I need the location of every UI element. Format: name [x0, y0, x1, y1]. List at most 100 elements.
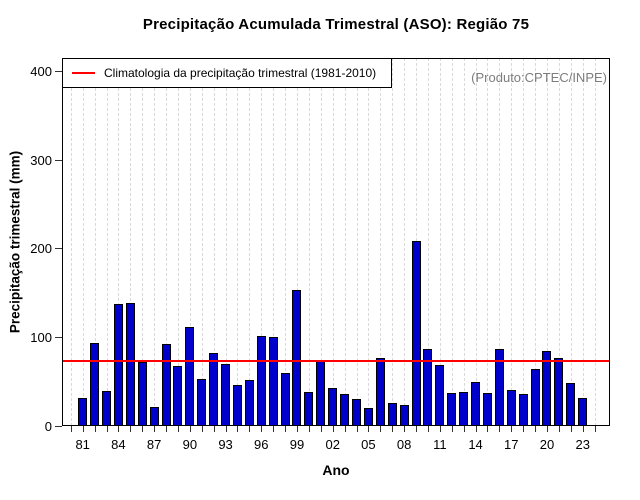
- x-tick: [273, 426, 275, 432]
- bar-2009: [411, 241, 421, 426]
- x-tick: [594, 426, 596, 432]
- x-tick: [249, 426, 251, 432]
- bar-1991: [197, 378, 207, 426]
- gridline: [475, 58, 477, 426]
- gridline: [594, 58, 596, 426]
- gridline: [70, 58, 72, 426]
- y-tick: [55, 426, 62, 427]
- x-tick: [225, 426, 227, 432]
- y-tick: [55, 337, 62, 339]
- x-tick: [154, 426, 156, 432]
- bar-2011: [435, 364, 445, 426]
- bar-2006: [375, 357, 385, 426]
- bar-1982: [90, 343, 100, 426]
- gridline: [392, 58, 394, 426]
- x-tick: [463, 426, 465, 432]
- x-tick: [189, 426, 191, 432]
- bar-2004: [352, 399, 361, 426]
- gridline: [546, 58, 548, 426]
- gridline: [332, 58, 334, 426]
- bar-1990: [185, 326, 195, 426]
- x-tick: [237, 426, 239, 432]
- x-tick: [475, 426, 477, 432]
- x-tick: [201, 426, 203, 432]
- bar-2018: [518, 394, 528, 426]
- x-tick: [142, 426, 144, 432]
- bar-1987: [149, 407, 159, 426]
- x-tick: [535, 426, 537, 432]
- y-tick: [55, 70, 62, 72]
- bar-1999: [292, 290, 302, 426]
- bar-2021: [554, 357, 564, 426]
- bar-2022: [566, 383, 576, 426]
- x-tick: [487, 426, 489, 432]
- bar-1998: [280, 372, 290, 426]
- gridline: [487, 58, 489, 426]
- x-tick-label: 17: [504, 437, 519, 452]
- x-tick-label: 84: [111, 437, 126, 452]
- bar-1992: [209, 353, 219, 426]
- gridline: [142, 58, 144, 426]
- bar-2015: [482, 393, 492, 426]
- x-tick-label: 90: [182, 437, 198, 452]
- x-tick: [439, 426, 441, 432]
- legend-label: Climatologia da precipitação trimestral …: [104, 66, 377, 80]
- gridline: [439, 58, 441, 426]
- bar-2023: [578, 398, 588, 426]
- x-tick-label: 08: [396, 437, 412, 452]
- x-tick-label: 99: [289, 437, 305, 452]
- gridline: [404, 58, 406, 426]
- x-tick: [570, 426, 572, 432]
- x-tick-label: 93: [218, 437, 233, 452]
- x-tick-label: 81: [75, 437, 90, 452]
- y-tick: [55, 159, 62, 161]
- legend-red-line-icon: [72, 72, 95, 74]
- bar-1997: [268, 337, 278, 426]
- x-tick-label: 87: [146, 437, 162, 452]
- gridline: [558, 58, 560, 426]
- gridline: [570, 58, 572, 426]
- bar-1984: [113, 304, 123, 426]
- x-tick: [94, 426, 96, 432]
- x-tick: [177, 426, 179, 432]
- gridline: [154, 58, 156, 426]
- x-tick: [380, 426, 382, 432]
- gridline: [463, 58, 465, 426]
- x-tick: [427, 426, 429, 432]
- y-tick-label: 200: [30, 241, 52, 257]
- gridline: [82, 58, 84, 426]
- x-tick: [285, 426, 287, 432]
- x-tick-label: 02: [325, 437, 340, 452]
- x-tick: [404, 426, 406, 432]
- plot-area: [62, 58, 610, 426]
- x-tick: [82, 426, 84, 432]
- gridline: [273, 58, 275, 426]
- bar-2005: [363, 408, 373, 426]
- gridline: [237, 58, 239, 426]
- bar-2001: [316, 360, 326, 426]
- x-tick: [320, 426, 322, 432]
- gridline: [451, 58, 453, 426]
- y-tick: [55, 248, 62, 250]
- bar-1989: [173, 365, 183, 426]
- gridline: [356, 58, 358, 426]
- bar-2002: [328, 387, 338, 426]
- climatology-line: [62, 360, 610, 363]
- x-tick: [511, 426, 513, 432]
- gridline: [368, 58, 370, 426]
- gridline: [582, 58, 584, 426]
- x-tick: [308, 426, 310, 432]
- gridline: [499, 58, 501, 426]
- bar-1988: [161, 344, 171, 426]
- bar-1981: [78, 398, 88, 426]
- y-tick-label: 0: [44, 419, 52, 434]
- x-tick: [261, 426, 263, 432]
- x-tick: [356, 426, 358, 432]
- gridline: [249, 58, 251, 426]
- x-tick: [368, 426, 370, 432]
- x-tick: [166, 426, 168, 432]
- bar-2020: [542, 351, 552, 426]
- x-tick: [451, 426, 453, 432]
- bar-2013: [459, 392, 469, 426]
